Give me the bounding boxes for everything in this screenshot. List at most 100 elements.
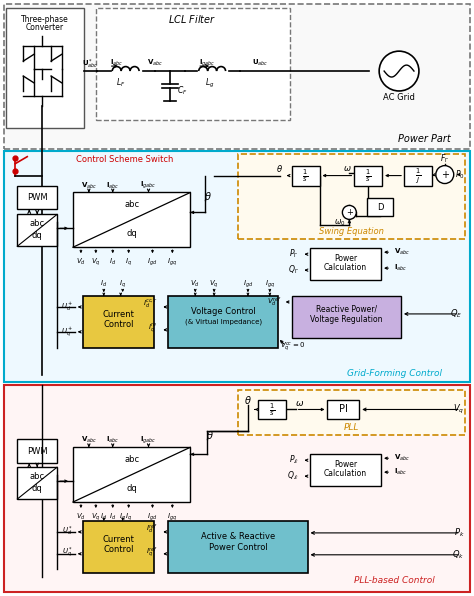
Text: Swing Equation: Swing Equation — [319, 227, 384, 236]
Text: $\frac{1}{J}$: $\frac{1}{J}$ — [415, 166, 421, 185]
Bar — [238, 154, 465, 239]
Text: $I_q$: $I_q$ — [125, 511, 132, 523]
Bar — [17, 467, 57, 499]
Text: $I_{gq}$: $I_{gq}$ — [265, 278, 275, 290]
Text: (& Virtual Impedance): (& Virtual Impedance) — [184, 319, 262, 325]
Bar — [292, 296, 401, 338]
Text: $I_d$: $I_d$ — [100, 279, 108, 289]
Bar — [83, 521, 155, 573]
Text: abc: abc — [124, 200, 139, 209]
Text: $U^*_d$: $U^*_d$ — [62, 524, 73, 538]
Text: $I_d$: $I_d$ — [109, 257, 116, 267]
Text: +: + — [346, 208, 353, 217]
Bar — [6, 8, 84, 128]
Text: $I^{ref}_{q}$: $I^{ref}_{q}$ — [146, 545, 157, 560]
Text: $\frac{1}{s}$: $\frac{1}{s}$ — [269, 401, 275, 418]
Text: $I^{cc,r}_{d}$: $I^{cc,r}_{d}$ — [143, 297, 157, 311]
Text: PLL: PLL — [344, 423, 359, 432]
Text: $\omega_0$: $\omega_0$ — [334, 217, 345, 228]
Text: $\theta$: $\theta$ — [206, 429, 214, 442]
Text: $\frac{1}{s}$: $\frac{1}{s}$ — [365, 167, 372, 184]
Text: $V^{ref}_{d}$: $V^{ref}_{d}$ — [267, 296, 282, 309]
Text: $I_d$: $I_d$ — [100, 512, 108, 522]
Text: $I^{ref}_{d}$: $I^{ref}_{d}$ — [146, 522, 157, 536]
Text: $C_F$: $C_F$ — [177, 85, 188, 97]
Text: $V_d$: $V_d$ — [76, 512, 86, 522]
Text: $Q_E$: $Q_E$ — [450, 308, 463, 320]
Text: $L_g$: $L_g$ — [205, 76, 215, 89]
Text: Reactive Power/: Reactive Power/ — [316, 305, 377, 313]
Text: $\mathbf{V}_{abc}$: $\mathbf{V}_{abc}$ — [81, 181, 97, 191]
Text: abc: abc — [29, 219, 45, 228]
Text: $U^+_q$: $U^+_q$ — [61, 325, 73, 339]
Text: AC Grid: AC Grid — [383, 94, 415, 103]
Bar — [73, 193, 190, 247]
Text: $\mathbf{U}^*_{abc}$: $\mathbf{U}^*_{abc}$ — [82, 57, 98, 71]
Text: Power Part: Power Part — [398, 134, 450, 144]
Text: $\mathbf{V}_{abc}$: $\mathbf{V}_{abc}$ — [147, 58, 164, 68]
Bar — [258, 399, 286, 420]
Text: D: D — [377, 203, 383, 212]
Text: $\mathbf{V}_{abc}$: $\mathbf{V}_{abc}$ — [81, 435, 97, 445]
Text: $P_\Gamma$: $P_\Gamma$ — [289, 248, 299, 260]
Bar — [310, 454, 381, 486]
Bar — [17, 439, 57, 463]
Text: $I_{gd}$: $I_{gd}$ — [147, 256, 158, 268]
Text: $L_F$: $L_F$ — [116, 77, 126, 89]
Bar — [310, 248, 381, 280]
Text: PWM: PWM — [27, 193, 47, 202]
Text: $\omega$: $\omega$ — [295, 399, 304, 408]
Text: Voltage Regulation: Voltage Regulation — [310, 315, 383, 324]
Text: $Q_\Gamma$: $Q_\Gamma$ — [288, 264, 299, 277]
Text: $V_q$: $V_q$ — [91, 511, 100, 523]
Circle shape — [436, 166, 454, 184]
Bar — [4, 4, 470, 148]
Text: $\theta$: $\theta$ — [204, 191, 212, 203]
Text: $\theta$: $\theta$ — [276, 163, 283, 174]
Bar — [4, 384, 470, 592]
Bar — [17, 185, 57, 209]
Bar — [168, 296, 278, 348]
Text: Control: Control — [103, 545, 134, 554]
Bar — [292, 166, 319, 185]
Text: dq: dq — [32, 483, 43, 493]
Bar — [168, 521, 308, 573]
Circle shape — [379, 51, 419, 91]
Text: $Q_k$: $Q_k$ — [453, 548, 465, 561]
Text: Active & Reactive: Active & Reactive — [201, 532, 275, 541]
Text: Current: Current — [103, 535, 135, 544]
Text: $Q_\mathcal{E}$: $Q_\mathcal{E}$ — [287, 470, 299, 482]
Text: $I_q$: $I_q$ — [119, 511, 126, 523]
Text: Calculation: Calculation — [324, 468, 367, 477]
Text: PLL-based Control: PLL-based Control — [354, 576, 435, 585]
Text: +: + — [441, 170, 449, 179]
Bar — [4, 151, 470, 381]
Text: $U^*_q$: $U^*_q$ — [62, 545, 73, 560]
Text: abc: abc — [124, 455, 139, 464]
Text: $\mathbf{V}_{abc}$: $\mathbf{V}_{abc}$ — [394, 247, 410, 257]
Bar — [367, 198, 393, 216]
Bar — [238, 390, 465, 435]
Text: $\theta$: $\theta$ — [244, 393, 252, 405]
Circle shape — [342, 206, 356, 219]
Text: $\mathbf{I}_{abc}$: $\mathbf{I}_{abc}$ — [110, 58, 123, 68]
Text: $F_\Gamma$: $F_\Gamma$ — [440, 153, 449, 165]
Text: Calculation: Calculation — [324, 263, 367, 272]
Bar — [96, 8, 290, 120]
Bar — [328, 399, 359, 420]
Text: abc: abc — [29, 471, 45, 480]
Text: Current: Current — [103, 311, 135, 319]
Text: PI: PI — [339, 405, 348, 414]
Bar — [73, 448, 190, 502]
Text: $I_q$: $I_q$ — [119, 278, 126, 290]
Text: $I_q$: $I_q$ — [125, 256, 132, 268]
Text: $\mathbf{I}_{abc}$: $\mathbf{I}_{abc}$ — [394, 467, 408, 477]
Text: $V_d$: $V_d$ — [190, 279, 200, 289]
Text: $P_0$: $P_0$ — [455, 168, 465, 181]
Text: Power: Power — [334, 254, 357, 263]
Text: PWM: PWM — [27, 447, 47, 456]
Text: $V_q$: $V_q$ — [454, 403, 465, 416]
Text: Control Scheme Switch: Control Scheme Switch — [76, 155, 173, 164]
Text: $U^+_d$: $U^+_d$ — [61, 301, 73, 313]
Text: $\frac{1}{s}$: $\frac{1}{s}$ — [302, 167, 309, 184]
